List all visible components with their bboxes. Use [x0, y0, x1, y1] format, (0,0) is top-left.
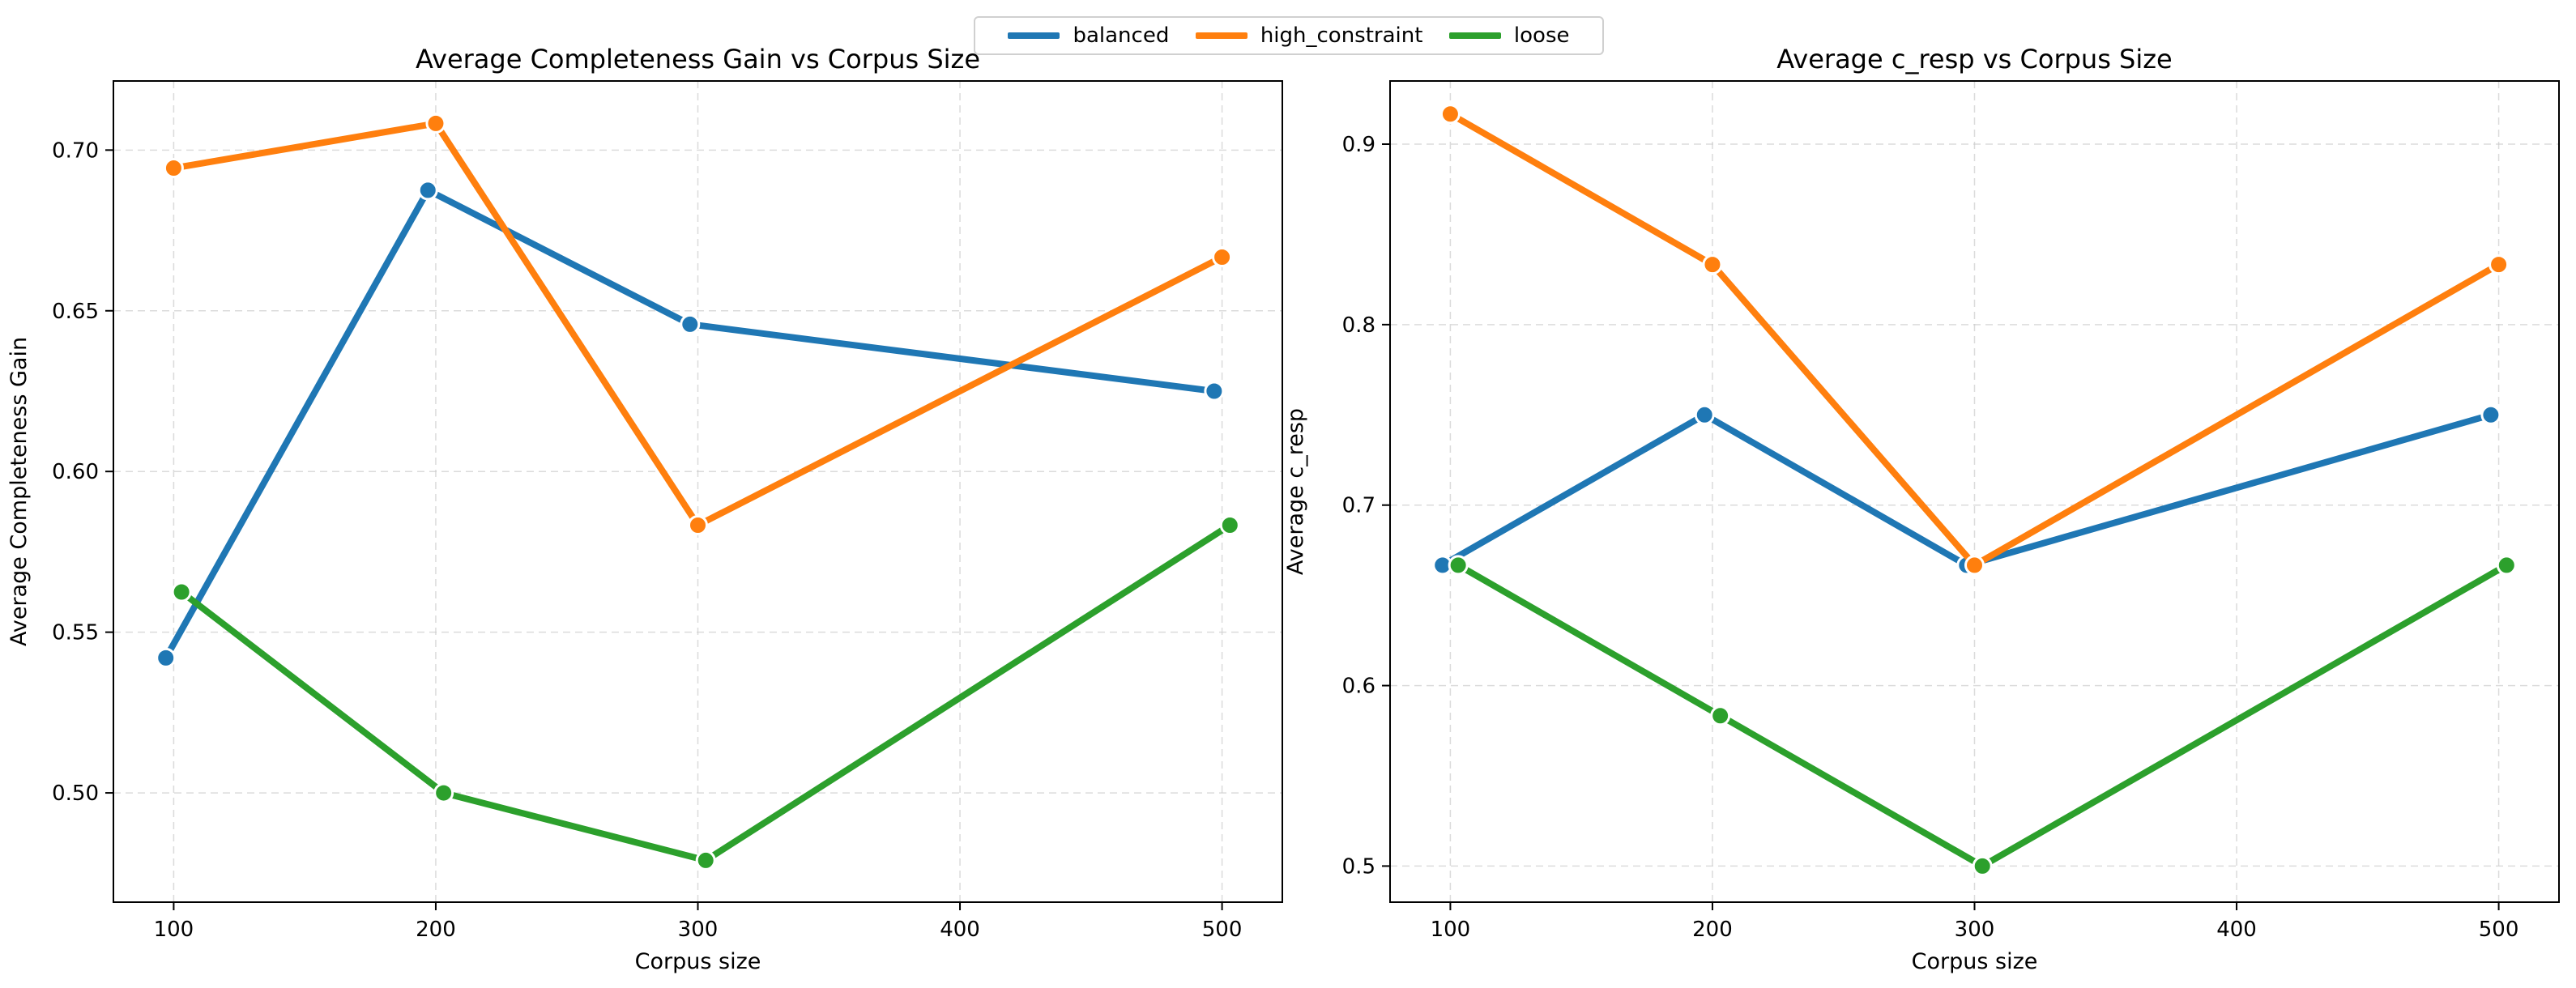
x-tick-label: 300 — [678, 918, 719, 942]
y-tick-label: 0.50 — [52, 781, 99, 806]
chart-c-resp: 100 200 300 400 500 0.5 0.6 0.7 0.8 0.9 Average c_… — [1283, 44, 2560, 974]
legend-label-high-constraint: high_constraint — [1260, 23, 1423, 48]
data-point-high-constraint — [425, 113, 446, 134]
x-tick-label: 500 — [1202, 918, 1243, 942]
chart-title: Average Completeness Gain vs Corpus Size — [416, 44, 980, 75]
data-point-high-constraint — [2489, 254, 2510, 275]
legend-swatch-high-constraint — [1195, 32, 1247, 39]
data-point-high-constraint — [1212, 246, 1233, 267]
y-tick-label: 0.55 — [52, 621, 99, 645]
data-point-loose — [1219, 514, 1240, 535]
y-tick-label: 0.6 — [1342, 675, 1375, 699]
data-point-high-constraint — [163, 158, 184, 179]
y-tick-label: 0.70 — [52, 138, 99, 163]
data-point-high-constraint — [688, 514, 708, 535]
legend-swatch-loose — [1448, 32, 1501, 39]
x-tick-label: 100 — [1431, 918, 1471, 942]
legend-item-loose: loose — [1448, 23, 1570, 48]
x-tick-label: 500 — [2479, 918, 2519, 942]
data-point-high-constraint — [1439, 104, 1461, 125]
y-tick-label: 0.7 — [1342, 494, 1375, 518]
x-axis-label: Corpus size — [635, 949, 761, 974]
series-line-high-constraint — [170, 120, 1226, 529]
x-tick-label: 100 — [154, 918, 194, 942]
x-tick-label: 400 — [940, 918, 980, 942]
data-point-balanced — [2480, 404, 2501, 425]
chart-title: Average c_resp vs Corpus Size — [1776, 44, 2172, 75]
axes-frame — [113, 80, 1283, 903]
data-point-balanced — [1204, 381, 1225, 402]
x-tick-label: 400 — [2216, 918, 2257, 942]
y-axis-label: Average Completeness Gain — [6, 337, 32, 646]
legend-item-high-constraint: high_constraint — [1195, 23, 1423, 48]
legend-item-balanced: balanced — [1008, 23, 1169, 48]
y-tick-label: 0.8 — [1342, 313, 1375, 338]
data-point-balanced — [156, 647, 177, 668]
legend: balanced high_constraint loose — [974, 16, 1604, 55]
series-line-loose — [178, 522, 1234, 864]
y-tick-label: 0.5 — [1342, 854, 1375, 879]
data-point-high-constraint — [1964, 555, 1985, 576]
y-axis-label: Average c_resp — [1283, 408, 1308, 575]
legend-label-balanced: balanced — [1073, 23, 1170, 48]
data-point-loose — [171, 581, 192, 603]
legend-label-loose: loose — [1513, 23, 1570, 48]
chart-completeness-gain: 100 200 300 400 500 0.50 0.55 0.60 0.65 0.70 Avera… — [6, 44, 1283, 974]
data-point-loose — [1972, 855, 1993, 876]
data-point-balanced — [417, 180, 438, 201]
y-tick-label: 0.65 — [52, 300, 99, 324]
data-point-balanced — [680, 313, 701, 334]
series-line-balanced — [162, 186, 1218, 662]
data-point-loose — [1448, 555, 1469, 576]
x-tick-label: 300 — [1955, 918, 1995, 942]
y-tick-label: 0.9 — [1342, 133, 1375, 157]
data-point-balanced — [1694, 404, 1715, 425]
data-point-loose — [695, 850, 716, 871]
series-line-balanced — [1439, 411, 2494, 569]
x-tick-label: 200 — [1692, 918, 1733, 942]
data-point-high-constraint — [1702, 254, 1723, 275]
legend-swatch-balanced — [1008, 32, 1060, 39]
x-axis-label: Corpus size — [1912, 949, 2038, 974]
data-point-loose — [433, 782, 454, 803]
y-tick-label: 0.60 — [52, 460, 99, 484]
series-line-loose — [1455, 561, 2510, 870]
x-tick-label: 200 — [416, 918, 456, 942]
data-point-loose — [1710, 705, 1731, 726]
series-line-high-constraint — [1447, 110, 2502, 569]
axes-frame — [1389, 80, 2560, 903]
data-point-loose — [2496, 555, 2517, 576]
